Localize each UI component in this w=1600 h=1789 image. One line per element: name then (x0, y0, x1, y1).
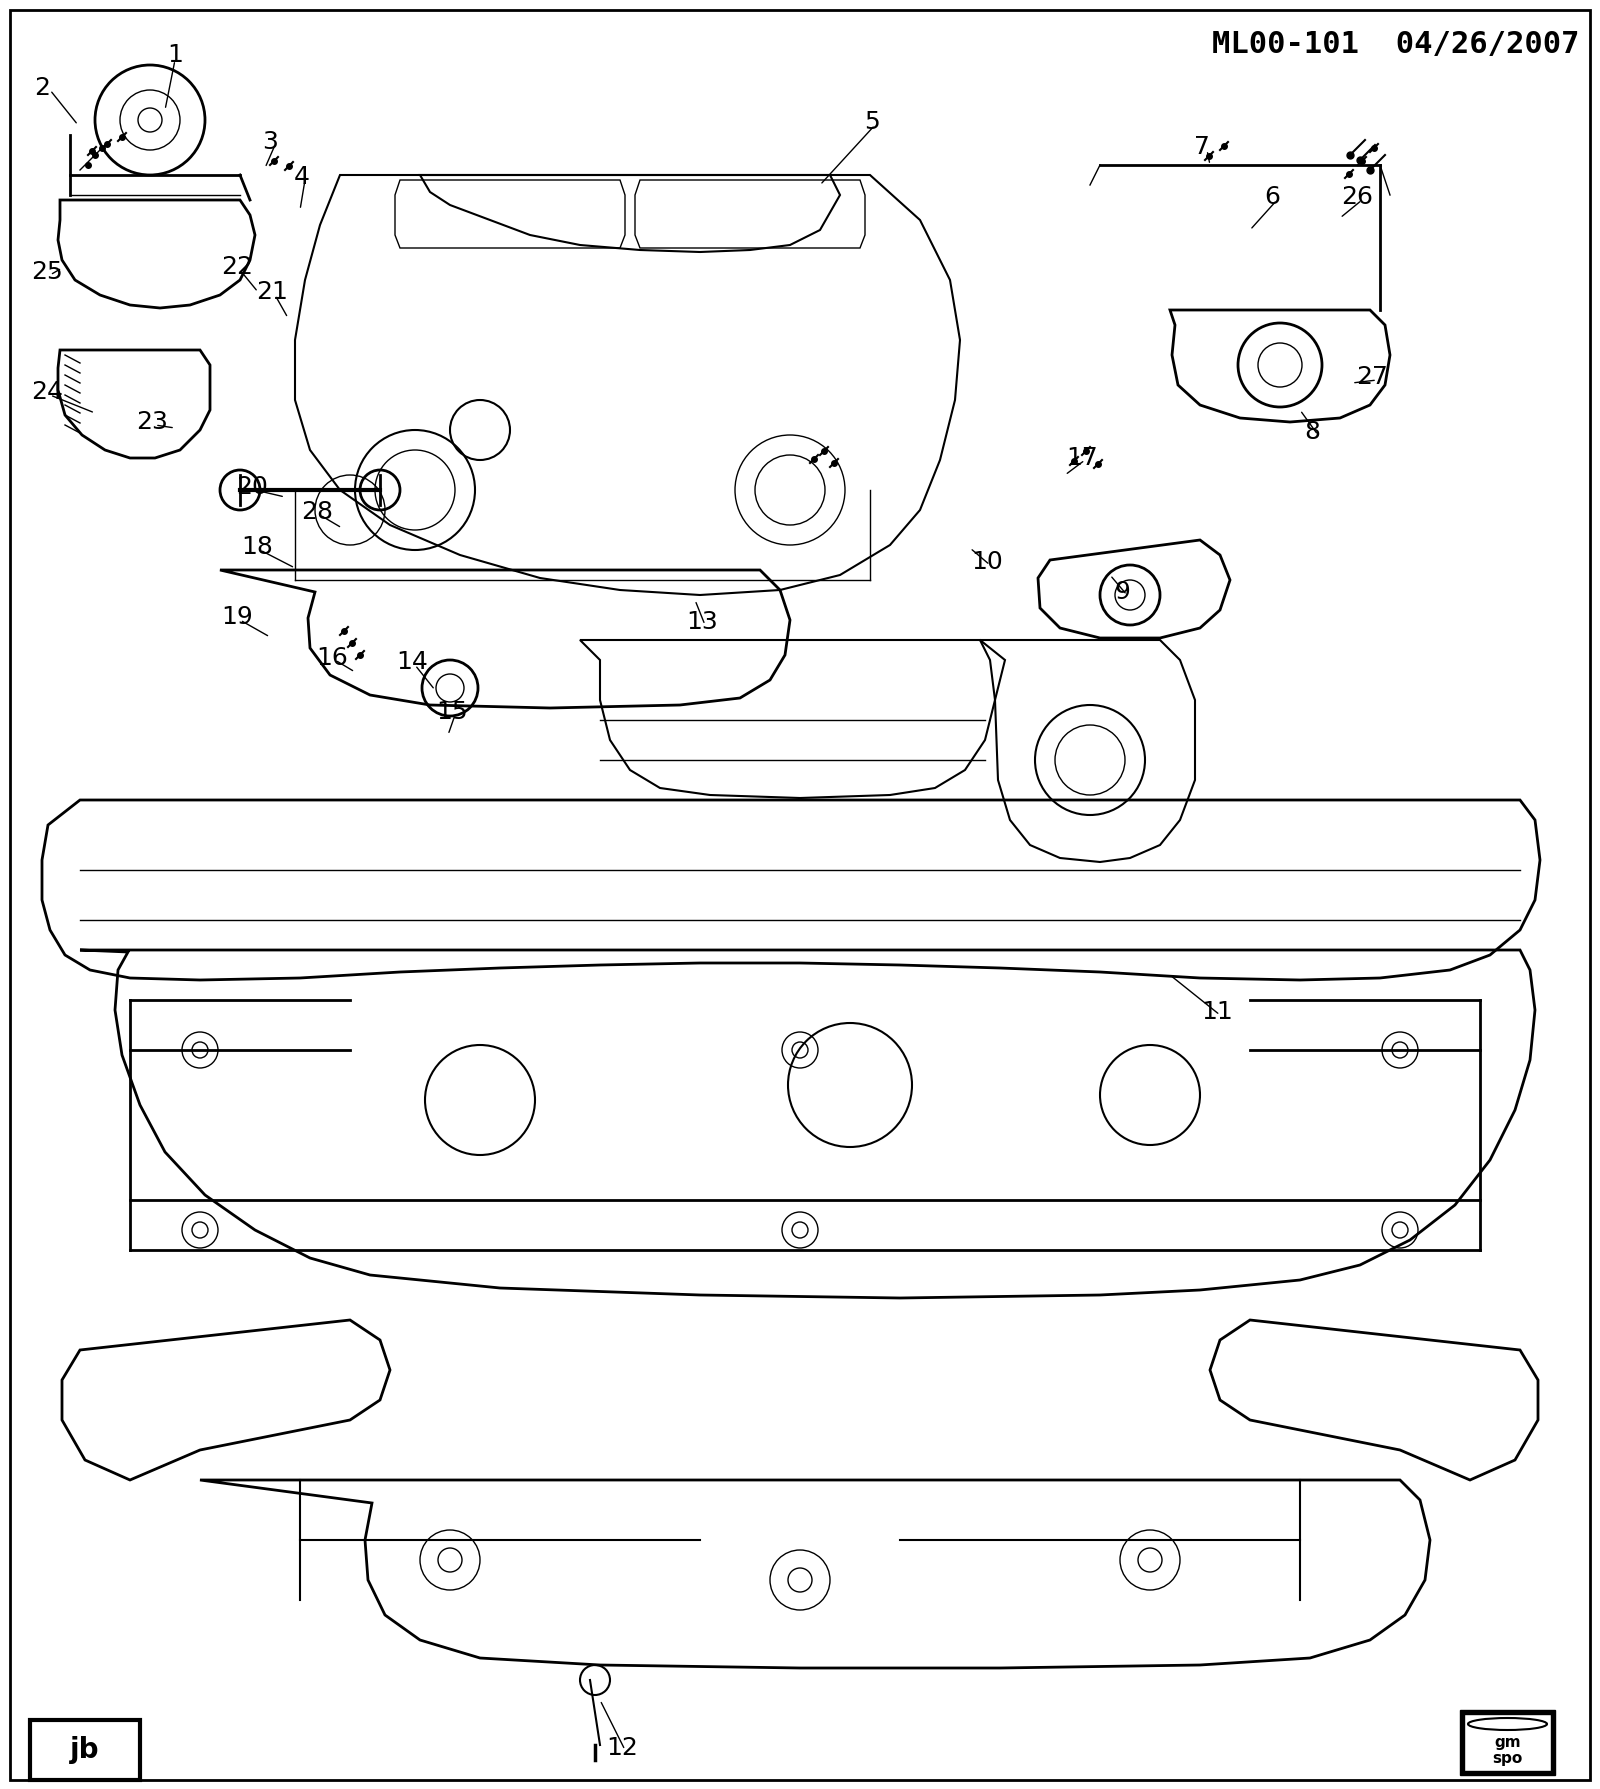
Bar (1459, 1710, 1555, 1775)
Text: 14: 14 (397, 649, 427, 674)
Text: 10: 10 (971, 549, 1003, 574)
Text: 12: 12 (606, 1735, 638, 1760)
Text: 18: 18 (242, 535, 274, 558)
Text: 26: 26 (1341, 184, 1373, 209)
Text: 8: 8 (1304, 420, 1320, 444)
Text: 7: 7 (1194, 134, 1210, 159)
Text: gm
spo: gm spo (1493, 1735, 1523, 1766)
Text: 9: 9 (1114, 580, 1130, 605)
Bar (1464, 1714, 1550, 1771)
Text: jb: jb (70, 1735, 99, 1764)
Text: 19: 19 (221, 605, 253, 630)
Text: ML00-101  04/26/2007: ML00-101 04/26/2007 (1213, 30, 1581, 59)
Text: 1: 1 (166, 43, 182, 66)
Text: 6: 6 (1264, 184, 1280, 209)
Text: 3: 3 (262, 131, 278, 154)
Text: 24: 24 (30, 379, 62, 404)
Text: 25: 25 (30, 259, 62, 284)
Text: 21: 21 (256, 281, 288, 304)
Text: 28: 28 (301, 499, 333, 524)
Text: 27: 27 (1357, 365, 1387, 388)
Text: 13: 13 (686, 610, 718, 633)
Text: 5: 5 (864, 109, 880, 134)
Text: 22: 22 (221, 256, 253, 279)
Ellipse shape (1469, 1717, 1547, 1730)
Text: 15: 15 (437, 699, 467, 725)
Text: 4: 4 (294, 165, 310, 190)
Text: 2: 2 (34, 75, 50, 100)
Text: 11: 11 (1202, 1000, 1234, 1023)
Bar (30, 1719, 141, 1780)
Text: 17: 17 (1066, 445, 1098, 471)
Text: 20: 20 (237, 476, 267, 499)
Text: 16: 16 (317, 646, 347, 671)
Text: 23: 23 (136, 410, 168, 435)
